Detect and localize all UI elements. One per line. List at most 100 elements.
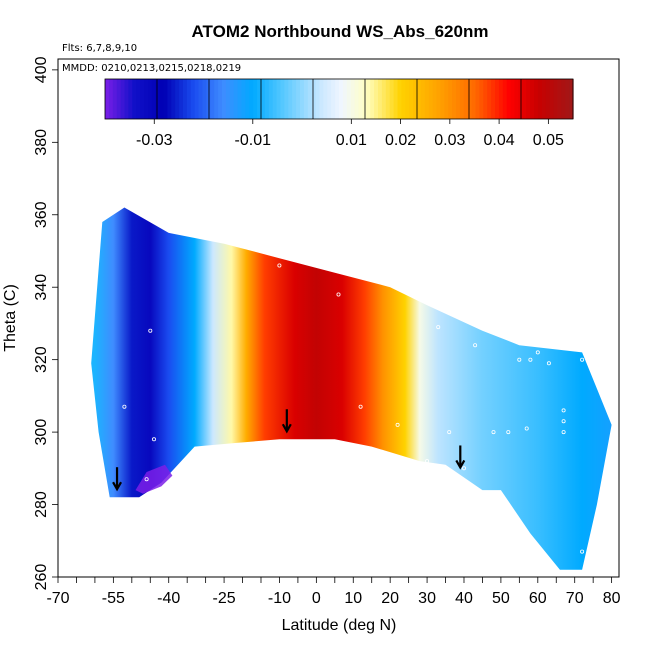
colorbar-cell (179, 79, 184, 119)
colorbar-cell (159, 79, 165, 119)
colorbar-tick-label: 0.04 (484, 132, 515, 149)
colorbar-cell (171, 79, 176, 119)
colorbar-cell (491, 79, 496, 119)
x-tick-label: -25 (213, 590, 236, 607)
colorbar-cell (569, 79, 574, 119)
colorbar-cell (296, 79, 301, 119)
colorbar-tick-label: 0.05 (533, 132, 564, 149)
x-tick-label: -70 (46, 590, 69, 607)
flight-point (425, 459, 430, 464)
colorbar-cell (327, 79, 332, 119)
colorbar-cell (557, 79, 562, 119)
colorbar-cell (487, 79, 492, 119)
colorbar-cell (397, 79, 402, 119)
colorbar-cell (136, 79, 141, 119)
colorbar-cell (475, 79, 480, 119)
colorbar-cell (202, 79, 207, 119)
colorbar-cell (409, 79, 414, 119)
colorbar-cell (452, 79, 457, 119)
colorbar-cell (155, 79, 161, 119)
x-axis-label: Latitude (deg N) (282, 617, 397, 634)
flight-point (535, 350, 540, 355)
colorbar-cell (432, 79, 438, 119)
down-arrow (455, 445, 466, 470)
flight-point (277, 263, 282, 268)
flight-point (336, 292, 341, 297)
colorbar-cell (198, 79, 204, 119)
flight-point (473, 343, 478, 348)
colorbar-cell (245, 79, 250, 119)
flight-point (517, 357, 522, 362)
flight-point (561, 430, 566, 435)
colorbar-cell (284, 79, 289, 119)
colorbar-cell (249, 79, 254, 119)
colorbar-cell (186, 79, 192, 119)
colorbar-cell (522, 79, 527, 119)
colorbar-cell (545, 79, 551, 119)
colorbar-cell (381, 79, 387, 119)
colorbar-cell (506, 79, 512, 119)
colorbar-cell (456, 79, 461, 119)
flight-point (506, 430, 511, 435)
colorbar-cell (323, 79, 328, 119)
colorbar-cell (300, 79, 305, 119)
colorbar-tick-label: 0.01 (336, 132, 367, 149)
x-tick-label: 0 (312, 590, 321, 607)
x-tick-label: 60 (529, 590, 547, 607)
colorbar-cell (405, 79, 410, 119)
colorbar: -0.03 -0.01 0.01 0.02 0.03 0.04 0.05 (104, 78, 574, 149)
colorbar-cell (553, 79, 558, 119)
colorbar-cell (194, 79, 200, 119)
colorbar-cell (218, 79, 223, 119)
y-tick-label: 320 (33, 346, 50, 373)
colorbar-cell (339, 79, 344, 119)
colorbar-cell (303, 79, 309, 119)
colorbar-cell (565, 79, 570, 119)
colorbar-cell (331, 79, 336, 119)
colorbar-cell (241, 79, 246, 119)
flight-point (491, 430, 496, 435)
colorbar-cell (417, 79, 422, 119)
colorbar-cell (401, 79, 406, 119)
plot-frame (57, 58, 620, 578)
colorbar-cell (541, 79, 547, 119)
colorbar-tick-label: 0.03 (434, 132, 465, 149)
flight-point (436, 325, 441, 330)
colorbar-cell (350, 79, 356, 119)
y-tick-label: 300 (33, 419, 50, 446)
y-tick-label: 380 (33, 129, 50, 156)
colorbar-cell (413, 79, 418, 119)
colorbar-cell (214, 79, 219, 119)
colorbar-cell (276, 79, 282, 119)
colorbar-cell (264, 79, 270, 119)
colorbar-cell (268, 79, 274, 119)
colorbar-cell (210, 79, 215, 119)
colorbar-cell (151, 79, 157, 119)
colorbar-cell (436, 79, 441, 119)
colorbar-cell (167, 79, 172, 119)
colorbar-cell (483, 79, 488, 119)
colorbar-cell (510, 79, 516, 119)
colorbar-cell (428, 79, 434, 119)
flight-point (524, 426, 529, 431)
colorbar-cell (105, 79, 110, 119)
colorbar-cell (335, 79, 340, 119)
colorbar-cell (222, 79, 227, 119)
flight-point (447, 430, 452, 435)
colorbar-cell (124, 79, 129, 119)
colorbar-cell (549, 79, 555, 119)
colorbar-cell (175, 79, 180, 119)
colorbar-cell (389, 79, 395, 119)
colorbar-cell (459, 79, 465, 119)
colorbar-cell (190, 79, 196, 119)
x-tick-label: -55 (102, 590, 125, 607)
flight-point (461, 466, 466, 471)
colorbar-cell (448, 79, 453, 119)
colorbar-cell (229, 79, 235, 119)
colorbar-cell (467, 79, 473, 119)
colorbar-tick-label: -0.03 (136, 132, 173, 149)
y-axis-label: Theta (C) (2, 284, 19, 352)
colorbar-cell (147, 79, 153, 119)
colorbar-cell (366, 79, 371, 119)
colorbar-cell (257, 79, 262, 119)
